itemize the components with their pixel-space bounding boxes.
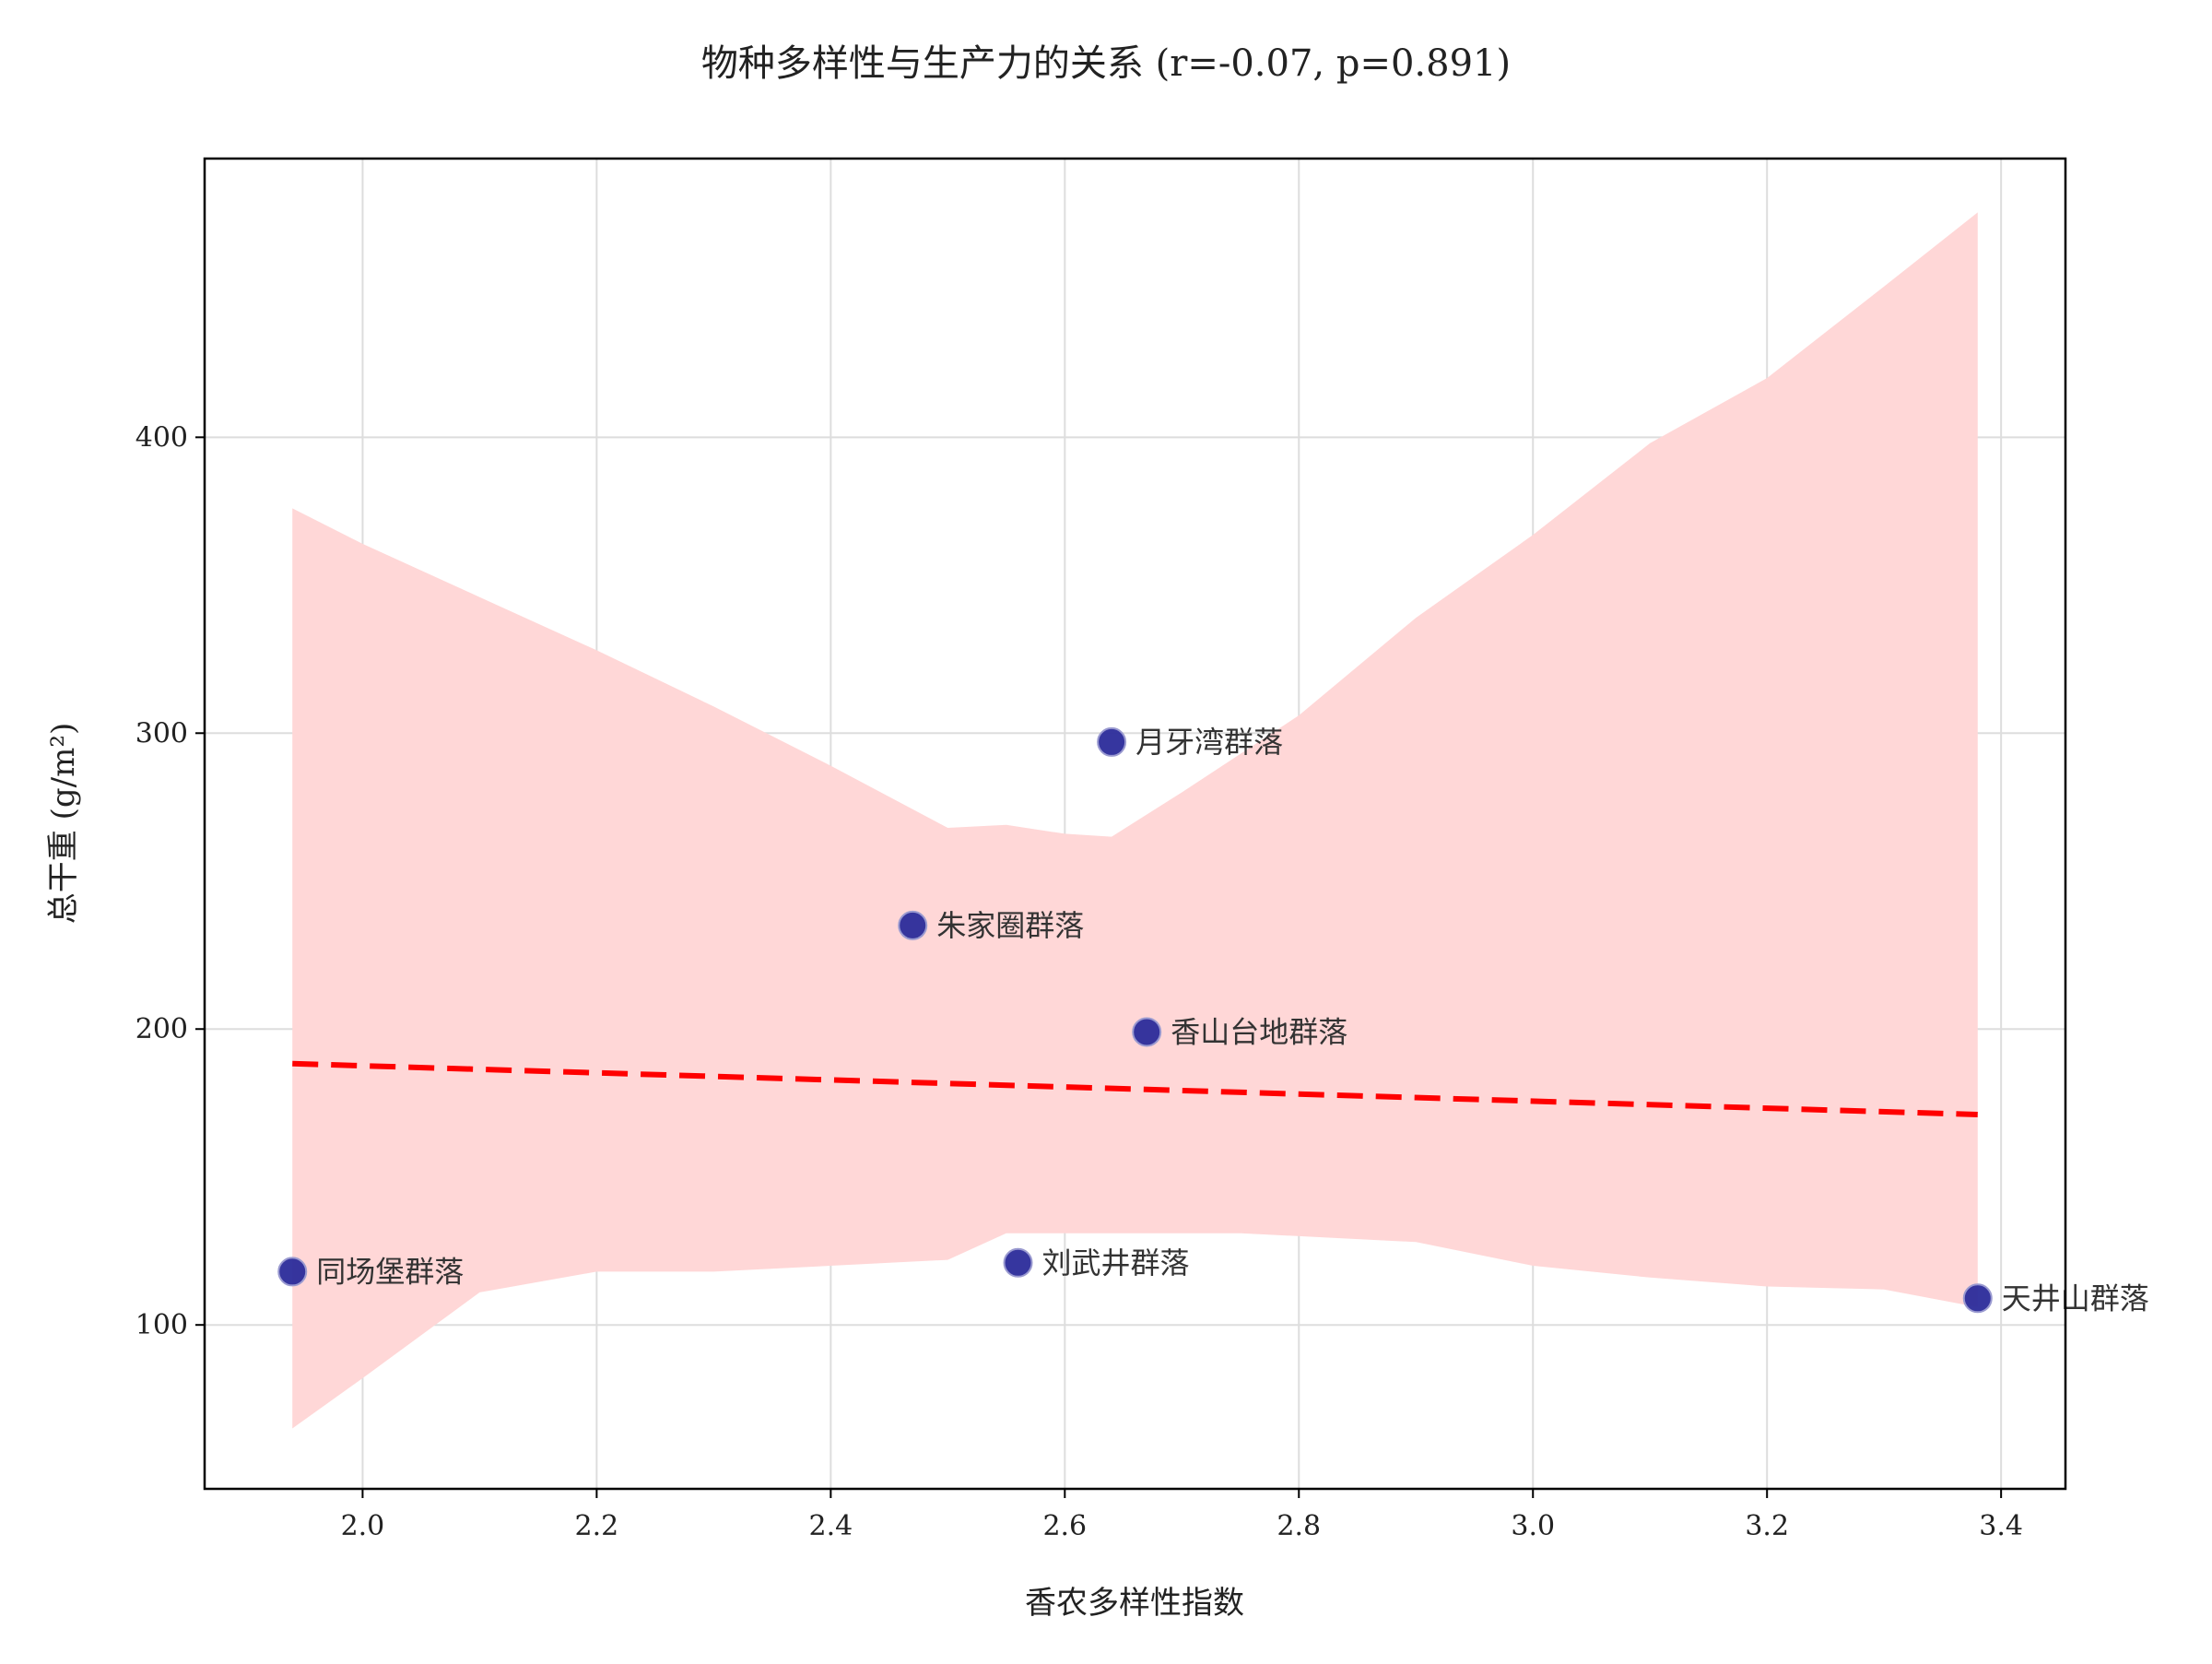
y-tick-label: 300 — [135, 717, 188, 749]
confidence-band — [292, 212, 1978, 1429]
x-tick-label: 2.2 — [575, 1510, 619, 1542]
chart-title: 物种多样性与生产力的关系 (r=-0.07, p=0.891) — [701, 42, 1511, 85]
regression-line — [292, 1060, 1978, 1117]
data-point — [277, 1257, 308, 1287]
data-point-label: 香山台地群落 — [1171, 1014, 1347, 1049]
x-axis-label: 香农多样性指数 — [1025, 1585, 1244, 1622]
x-tick-label: 2.6 — [1042, 1510, 1087, 1542]
data-point — [1003, 1247, 1033, 1278]
y-axis-ticks: 100 200 300 400 — [135, 421, 205, 1341]
data-point — [1097, 726, 1127, 757]
data-point-label: 月牙湾群落 — [1135, 725, 1283, 760]
data-point-label: 天井山群落 — [2002, 1280, 2149, 1316]
y-tick-label: 400 — [135, 421, 188, 454]
data-point — [1962, 1283, 1993, 1314]
x-tick-label: 3.4 — [1979, 1510, 2023, 1542]
data-point-label: 同场堡群落 — [316, 1254, 464, 1289]
data-point-label: 刘武井群落 — [1042, 1245, 1190, 1280]
regression-line-layer — [292, 1060, 1978, 1117]
x-tick-label: 2.8 — [1277, 1510, 1321, 1542]
x-tick-label: 3.2 — [1745, 1510, 1789, 1542]
data-point-label: 朱家圈群落 — [936, 908, 1084, 943]
x-tick-label: 3.0 — [1511, 1510, 1555, 1542]
x-tick-label: 2.4 — [808, 1510, 853, 1542]
x-tick-label: 2.0 — [341, 1510, 385, 1542]
y-axis-label: 总干重 (g/m²) — [45, 723, 82, 924]
data-points-layer — [277, 726, 1993, 1314]
confidence-band-layer — [292, 212, 1978, 1429]
x-axis-ticks: 2.0 2.2 2.4 2.6 2.8 3.0 3.2 3.4 — [341, 1489, 2023, 1542]
data-point — [1132, 1017, 1162, 1047]
plot-area-frame — [203, 157, 2067, 1491]
y-tick-label: 200 — [135, 1013, 188, 1045]
data-point — [898, 910, 928, 940]
y-tick-label: 100 — [135, 1309, 188, 1341]
